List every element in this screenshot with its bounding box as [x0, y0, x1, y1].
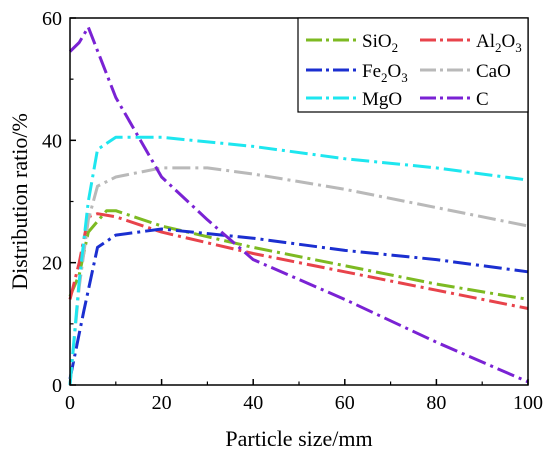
legend-label-al2o3: Al2O3	[476, 31, 522, 55]
legend-box	[297, 17, 529, 113]
series-line-mgo	[68, 135, 529, 386]
legend-label-mgo: MgO	[362, 89, 402, 110]
series-layer	[68, 25, 529, 386]
ticks-layer: 0 20 40 60 80 100 0 20 40 60	[42, 8, 543, 414]
x-tick-label: 100	[513, 392, 543, 414]
y-tick-label: 60	[42, 8, 62, 30]
x-axis-title: Particle size/mm	[225, 426, 372, 451]
x-tick-label: 0	[65, 392, 75, 414]
y-axis-title: Distribution ratio/%	[7, 113, 32, 290]
series-line-cao	[68, 166, 529, 386]
y-tick-label: 40	[42, 130, 62, 152]
series-line-al2o3	[68, 212, 529, 310]
y-tick-label: 0	[52, 375, 62, 397]
legend-label-sio2: SiO2	[362, 31, 398, 55]
legend-label-c: C	[476, 89, 489, 110]
x-tick-label: 20	[152, 392, 172, 414]
series-line-c	[68, 25, 529, 384]
x-tick-label: 60	[335, 392, 355, 414]
x-tick-label: 80	[426, 392, 446, 414]
series-line-fe2o3	[68, 227, 529, 380]
legend-label-cao: CaO	[476, 61, 511, 82]
y-tick-label: 20	[42, 253, 62, 275]
legend: SiO2 Al2O3 Fe2O3 CaO MgO C	[297, 17, 529, 113]
x-tick-label: 40	[243, 392, 263, 414]
legend-label-fe2o3: Fe2O3	[362, 61, 408, 85]
